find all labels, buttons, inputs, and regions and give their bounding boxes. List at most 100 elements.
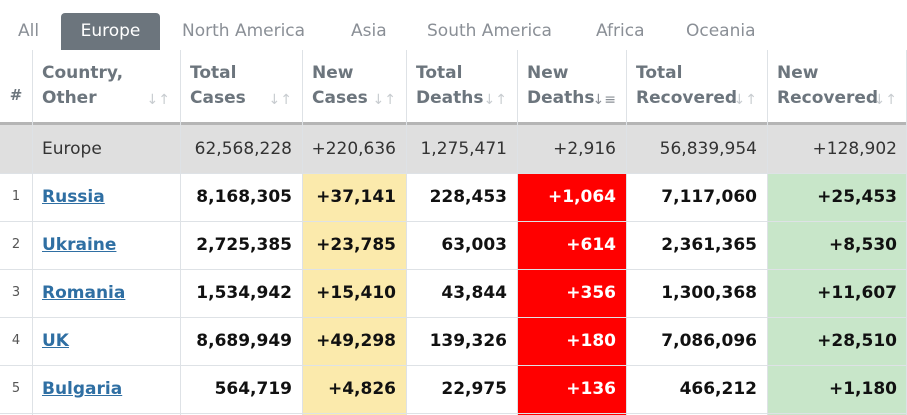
cell-new-recovered: +1,180: [828, 379, 897, 399]
country-cell: Romania: [42, 269, 125, 317]
cell-new-cases: +15,410: [316, 283, 396, 303]
summary-total-cases: 62,568,228: [194, 139, 292, 159]
cell-new-deaths: +136: [566, 379, 616, 399]
header-total-cases-line2: Cases: [190, 88, 246, 108]
cell-total-deaths: 63,003: [441, 235, 507, 255]
cell-total-deaths: 228,453: [429, 187, 507, 207]
col-divider: [626, 50, 627, 415]
covid-table: # Country, Other ↓↑ Total Cases ↓↑ New Case…: [0, 50, 907, 415]
country-cell: Bulgaria: [42, 365, 122, 413]
sort-arrows-icon[interactable]: ↓↑: [146, 92, 170, 108]
header-total-deaths[interactable]: Total Deaths ↓↑: [406, 50, 517, 122]
cell-total-deaths: 43,844: [441, 283, 507, 303]
cell-total-cases: 8,689,949: [196, 331, 292, 351]
header-total-recovered-line1: Total: [636, 63, 683, 83]
sort-arrows-icon[interactable]: ↓↑: [372, 92, 396, 108]
continent-tabs: All Europe North America Asia South Amer…: [0, 0, 907, 50]
cell-new-deaths: +180: [566, 331, 616, 351]
summary-new-cases: +220,636: [311, 139, 396, 159]
row-index: 3: [11, 285, 21, 300]
country-link[interactable]: Russia: [42, 187, 105, 207]
header-new-deaths-line1: New: [527, 63, 569, 83]
header-total-recovered-line2: Recovered: [636, 88, 738, 108]
new-cases-col-bg: [302, 173, 406, 415]
summary-total-recovered: 56,839,954: [659, 139, 757, 159]
col-divider: [406, 50, 407, 415]
header-new-deaths-line2: Deaths: [527, 88, 595, 108]
country-link[interactable]: Bulgaria: [42, 379, 123, 399]
header-new-cases[interactable]: New Cases ↓↑: [302, 50, 406, 122]
new-deaths-col-bg: [517, 173, 626, 415]
summary-total-deaths: 1,275,471: [420, 139, 507, 159]
cell-new-cases: +37,141: [316, 187, 396, 207]
cell-total-cases: 564,719: [214, 379, 292, 399]
cell-new-recovered: +11,607: [817, 283, 897, 303]
header-new-recovered-line1: New: [777, 63, 819, 83]
tab-oceania[interactable]: Oceania: [686, 21, 756, 41]
col-divider: [302, 50, 303, 415]
country-cell: UK: [42, 317, 69, 365]
header-index: #: [9, 86, 23, 104]
country-link[interactable]: UK: [42, 331, 69, 351]
summary-new-recovered: +128,902: [812, 139, 897, 159]
country-cell: Ukraine: [42, 221, 116, 269]
row-divider: [0, 413, 907, 414]
tab-north-america[interactable]: North America: [182, 21, 306, 41]
header-country[interactable]: Country, Other ↓↑: [32, 50, 180, 122]
row-divider: [0, 365, 907, 366]
sort-desc-icon[interactable]: ↓≡: [592, 92, 616, 108]
cell-total-recovered: 7,117,060: [661, 187, 757, 207]
header-new-recovered[interactable]: New Recovered ↓↑: [767, 50, 907, 122]
col-divider: [767, 50, 768, 415]
tab-asia[interactable]: Asia: [351, 21, 387, 41]
header-new-deaths[interactable]: New Deaths ↓≡: [517, 50, 626, 122]
col-divider: [32, 50, 33, 415]
tab-all[interactable]: All: [18, 21, 40, 41]
header-total-recovered[interactable]: Total Recovered ↓↑: [626, 50, 767, 122]
cell-total-recovered: 7,086,096: [661, 331, 757, 351]
cell-total-deaths: 139,326: [429, 331, 507, 351]
row-divider: [0, 269, 907, 270]
cell-total-cases: 2,725,385: [196, 235, 292, 255]
sort-arrows-icon[interactable]: ↓↑: [733, 92, 757, 108]
sort-arrows-icon[interactable]: ↓↑: [483, 92, 507, 108]
summary-row-bg: [0, 125, 907, 173]
cell-new-cases: +23,785: [316, 235, 396, 255]
header-total-cases[interactable]: Total Cases ↓↑: [180, 50, 302, 122]
row-index: 2: [11, 237, 21, 252]
cell-new-deaths: +1,064: [547, 187, 616, 207]
header-country-line1: Country,: [42, 63, 124, 83]
summary-new-deaths: +2,916: [553, 139, 616, 159]
country-link[interactable]: Romania: [42, 283, 126, 303]
row-divider: [0, 173, 907, 174]
sort-arrows-icon[interactable]: ↓↑: [268, 92, 292, 108]
row-index: 1: [11, 189, 21, 204]
country-cell: Russia: [42, 173, 105, 221]
header-new-cases-line2: Cases: [312, 88, 368, 108]
header-total-deaths-line1: Total: [416, 63, 463, 83]
sort-arrows-icon[interactable]: ↓↑: [873, 92, 897, 108]
header-new-cases-line1: New: [312, 63, 354, 83]
cell-total-deaths: 22,975: [441, 379, 507, 399]
cell-new-recovered: +25,453: [817, 187, 897, 207]
header-divider: [0, 122, 907, 125]
summary-name: Europe: [42, 139, 102, 159]
cell-new-deaths: +356: [566, 283, 616, 303]
cell-new-deaths: +614: [566, 235, 616, 255]
new-recovered-col-bg: [767, 173, 907, 415]
col-divider: [517, 50, 518, 415]
cell-new-cases: +4,826: [327, 379, 396, 399]
row-index: 5: [11, 381, 21, 396]
col-divider: [180, 50, 181, 415]
tab-south-america[interactable]: South America: [427, 21, 552, 41]
row-divider: [0, 221, 907, 222]
country-link[interactable]: Ukraine: [42, 235, 117, 255]
cell-new-cases: +49,298: [316, 331, 396, 351]
header-country-line2: Other: [42, 88, 97, 108]
cell-total-cases: 1,534,942: [196, 283, 292, 303]
row-divider: [0, 317, 907, 318]
cell-total-recovered: 2,361,365: [661, 235, 757, 255]
row-index: 4: [11, 333, 21, 348]
tab-africa[interactable]: Africa: [596, 21, 645, 41]
tab-europe[interactable]: Europe: [61, 13, 160, 50]
